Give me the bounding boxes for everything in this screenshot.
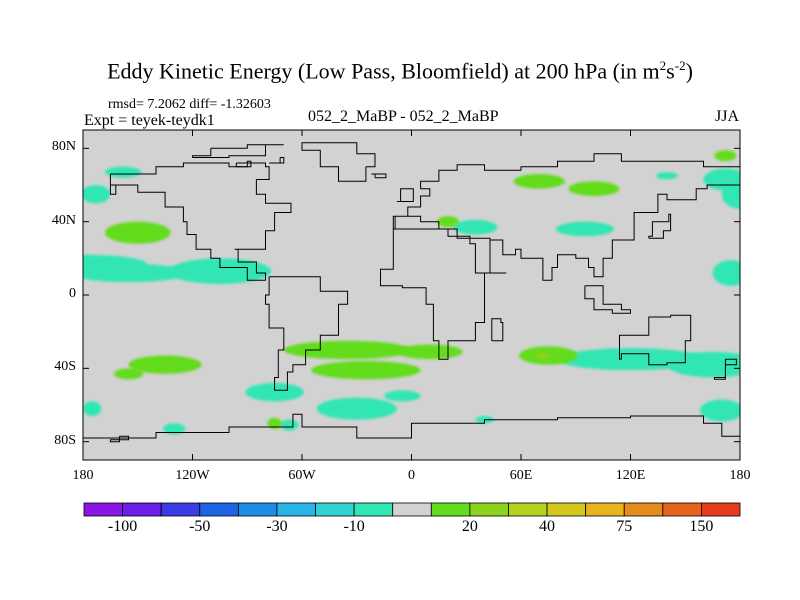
coastline-12: [648, 213, 672, 239]
contour-region-33: [535, 351, 551, 360]
axis-ticks: [82, 130, 741, 460]
contour-region-1: [83, 185, 111, 204]
contour-region-28: [513, 174, 565, 189]
contour-region-30: [437, 216, 459, 228]
contour-region-31: [714, 150, 737, 162]
stats-line: rmsd= 7.2062 diff= -1.32603: [108, 97, 271, 112]
coastline-15: [235, 160, 252, 168]
lon-tick-label: 180: [729, 468, 751, 483]
contour-region-32: [267, 417, 282, 429]
coastline-8: [619, 314, 692, 366]
contour-region-26: [396, 344, 463, 360]
chart-title: Eddy Kinetic Energy (Low Pass, Bloomfiel…: [107, 58, 693, 84]
coastline-13: [83, 413, 740, 439]
plot-background: [83, 130, 740, 460]
coastline-11: [371, 173, 387, 179]
coastline-5: [392, 153, 740, 281]
contour-region-29: [568, 181, 620, 197]
coastlines: [83, 142, 740, 443]
colorbar-swatch-14: [623, 502, 664, 517]
colorbar-swatch-2: [160, 502, 201, 517]
contour-region-12: [316, 397, 397, 420]
lat-tick-label: 40S: [54, 359, 76, 375]
colorbar-swatch-8: [392, 502, 432, 517]
colorbar-label: 150: [689, 518, 714, 535]
lon-tick-label: 0: [408, 468, 415, 483]
colorbar-swatch-7: [353, 502, 394, 517]
colorbar-label: -10: [343, 518, 365, 535]
lat-tick-label: 80S: [54, 432, 76, 448]
colorbar-swatch-12: [546, 502, 587, 517]
lon-tick-label: 120W: [175, 468, 210, 483]
colorbar-swatch-6: [315, 502, 355, 517]
contour-region-23: [114, 368, 144, 380]
colorbar-swatch-15: [662, 502, 702, 517]
colorbar-swatch-0: [83, 502, 123, 517]
colorbar-swatch-5: [276, 502, 316, 517]
lon-tick-label: 60E: [509, 468, 533, 483]
colorbar-swatch-4: [237, 502, 278, 517]
contour-region-19: [699, 399, 740, 422]
contour-region-3: [83, 263, 188, 283]
contour-region-7: [721, 179, 740, 209]
colorbar-label: -100: [107, 518, 138, 535]
colorbar-swatch-3: [199, 502, 239, 517]
contour-region-21: [104, 221, 171, 244]
colorbar-swatch-16: [701, 502, 741, 517]
lon-tick-label: 120E: [615, 468, 646, 483]
contour-region-18: [667, 351, 740, 378]
contour-region-22: [128, 355, 202, 374]
season-label: JJA: [715, 108, 740, 125]
colorbar-swatch-11: [508, 502, 548, 517]
contour-region-8: [712, 260, 740, 286]
contour-region-9: [453, 219, 498, 235]
coastline-4: [380, 228, 507, 360]
coastline-7: [584, 285, 631, 314]
contour-region-11: [245, 383, 304, 402]
contour-region-4: [168, 258, 271, 284]
lat-tick-label: 40N: [51, 212, 76, 228]
colorbar-label: 20: [461, 518, 478, 535]
colorbar-swatch-1: [122, 502, 162, 517]
comparison-label: 052_2_MaBP - 052_2_MaBP: [308, 108, 499, 125]
contour-region-10: [555, 221, 615, 237]
contour-region-14: [163, 423, 186, 435]
contour-region-0: [104, 166, 142, 178]
colorbar-swatch-9: [430, 502, 471, 517]
coastline-9: [713, 358, 737, 380]
coastline-14: [109, 435, 130, 443]
lon-tick-label: 60W: [288, 468, 316, 483]
contour-region-13: [384, 390, 421, 402]
colorbar-swatch-10: [469, 502, 509, 517]
contour-region-16: [83, 401, 102, 416]
coastline-3: [265, 276, 349, 391]
contour-region-24: [283, 340, 412, 360]
contour-region-5: [656, 172, 678, 180]
contour-region-25: [311, 361, 421, 380]
colorbar-label: -50: [189, 518, 211, 535]
lon-tick-label: 180: [72, 468, 94, 483]
coastline-1: [109, 162, 292, 281]
colorbar-label: 75: [616, 518, 633, 535]
colorbar-label: 40: [539, 518, 556, 535]
coastline-2: [192, 144, 284, 158]
lat-tick-label: 80N: [51, 139, 76, 155]
coastline-16: [269, 157, 285, 164]
lat-tick-label: 0: [69, 286, 76, 301]
coastline-10: [396, 188, 414, 202]
coastline-6: [491, 318, 504, 342]
experiment-label: Expt = teyek-teydk1: [84, 112, 215, 129]
contour-region-15: [280, 419, 299, 431]
colorbar: [83, 502, 741, 517]
colorbar-label: -30: [266, 518, 288, 535]
coastline-0: [301, 142, 376, 182]
colorbar-swatch-13: [585, 502, 625, 517]
